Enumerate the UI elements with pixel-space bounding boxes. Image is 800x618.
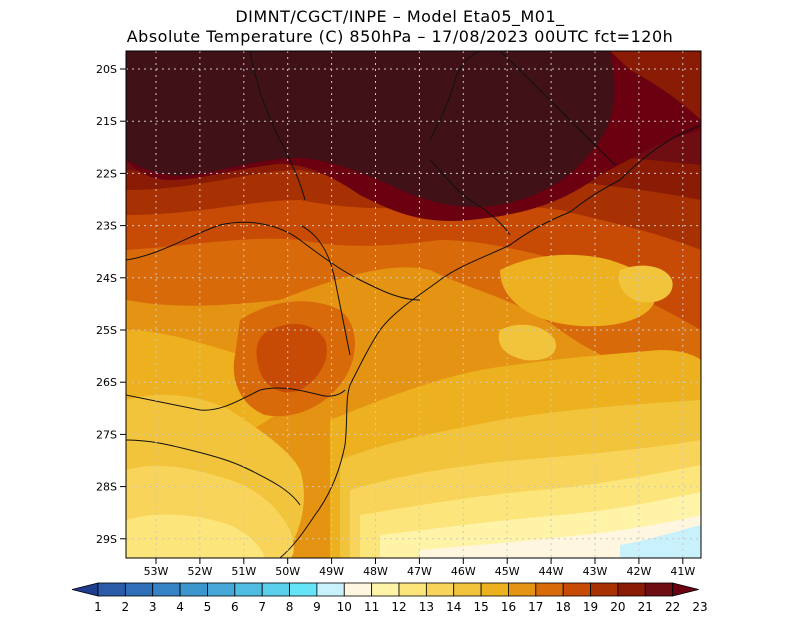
lat-label: 28S bbox=[96, 481, 117, 494]
colorbar-label: 11 bbox=[364, 600, 379, 614]
colorbar-segment bbox=[535, 582, 564, 597]
lat-label: 25S bbox=[96, 324, 117, 337]
colorbar-label: 10 bbox=[337, 600, 352, 614]
colorbar-label: 23 bbox=[692, 600, 707, 614]
colorbar-label: 20 bbox=[610, 600, 625, 614]
colorbar-segment bbox=[590, 582, 619, 597]
colorbar-label: 17 bbox=[528, 600, 543, 614]
lat-label: 29S bbox=[96, 533, 117, 546]
temperature-field bbox=[126, 51, 701, 558]
colorbar-label: 1 bbox=[94, 600, 102, 614]
colorbar-label: 8 bbox=[286, 600, 294, 614]
colorbar-segment bbox=[261, 582, 290, 597]
colorbar-segment bbox=[97, 582, 126, 597]
lat-label: 20S bbox=[96, 63, 117, 76]
colorbar-segment bbox=[152, 582, 181, 597]
map-title-line1: DIMNT/CGCT/INPE – Model Eta05_M01_ bbox=[235, 7, 565, 26]
lat-lon-grid bbox=[126, 51, 701, 558]
colorbar-segment bbox=[371, 582, 400, 597]
longitude-labels: 53W 52W 51W 50W 49W 48W 47W 46W 45W 44W 43W 42W 41W bbox=[144, 558, 695, 578]
colorbar-label: 2 bbox=[122, 600, 130, 614]
coastline-borders bbox=[126, 51, 701, 558]
colorbar-label: 22 bbox=[665, 600, 680, 614]
lon-label: 47W bbox=[407, 565, 432, 578]
colorbar-label: 3 bbox=[149, 600, 157, 614]
colorbar-arrow-low bbox=[71, 582, 99, 597]
lon-label: 51W bbox=[231, 565, 256, 578]
colorbar-segment bbox=[480, 582, 509, 597]
colorbar-segment bbox=[425, 582, 455, 597]
colorbar-segment bbox=[179, 582, 208, 597]
colorbar-label: 15 bbox=[473, 600, 488, 614]
colorbar-arrow-high bbox=[672, 582, 699, 597]
colorbar-label: 12 bbox=[391, 600, 406, 614]
colorbar-segment bbox=[316, 582, 345, 597]
colorbar-segment bbox=[508, 582, 537, 597]
colorbar-segment bbox=[453, 582, 482, 597]
colorbar-label: 13 bbox=[419, 600, 434, 614]
colorbar-segment bbox=[398, 582, 427, 597]
colorbar-segment bbox=[207, 582, 236, 597]
colorbar-label: 18 bbox=[556, 600, 571, 614]
colorbar-segment bbox=[124, 582, 154, 597]
lon-label: 50W bbox=[275, 565, 300, 578]
lat-label: 23S bbox=[96, 220, 117, 233]
lat-label: 22S bbox=[96, 167, 117, 180]
colorbar-label: 5 bbox=[204, 600, 212, 614]
plot-frame bbox=[125, 50, 702, 559]
colorbar-label: 14 bbox=[446, 600, 461, 614]
colorbar: 1 2 3 4 5 6 7 8 9 10 11 12 13 14 15 16 17 18 19 20 21 22 23 bbox=[71, 582, 708, 614]
lon-label: 41W bbox=[670, 565, 695, 578]
colorbar-label: 9 bbox=[313, 600, 321, 614]
lat-label: 24S bbox=[96, 272, 117, 285]
colorbar-segment bbox=[343, 582, 373, 597]
lat-label: 21S bbox=[96, 115, 117, 128]
lon-label: 45W bbox=[495, 565, 520, 578]
lat-label: 26S bbox=[96, 376, 117, 389]
colorbar-segment bbox=[617, 582, 646, 597]
map-title-line2: Absolute Temperature (C) 850hPa – 17/08/… bbox=[126, 27, 674, 46]
lon-label: 48W bbox=[363, 565, 388, 578]
lon-label: 49W bbox=[319, 565, 344, 578]
lon-label: 52W bbox=[187, 565, 212, 578]
lon-label: 46W bbox=[451, 565, 476, 578]
colorbar-segment bbox=[562, 582, 591, 597]
lon-label: 53W bbox=[144, 565, 169, 578]
colorbar-label: 6 bbox=[231, 600, 239, 614]
colorbar-label: 19 bbox=[583, 600, 598, 614]
colorbar-label: 7 bbox=[258, 600, 266, 614]
colorbar-segment bbox=[644, 582, 674, 597]
latitude-labels: 20S 21S 22S 23S 24S 25S 26S 27S 28S 29S bbox=[96, 63, 126, 546]
colorbar-label: 16 bbox=[501, 600, 516, 614]
lon-label: 44W bbox=[539, 565, 564, 578]
lon-label: 43W bbox=[583, 565, 608, 578]
colorbar-label: 21 bbox=[638, 600, 653, 614]
colorbar-label: 4 bbox=[176, 600, 184, 614]
colorbar-segment bbox=[289, 582, 318, 597]
lon-label: 42W bbox=[626, 565, 651, 578]
colorbar-segment bbox=[234, 582, 263, 597]
lat-label: 27S bbox=[96, 428, 117, 441]
